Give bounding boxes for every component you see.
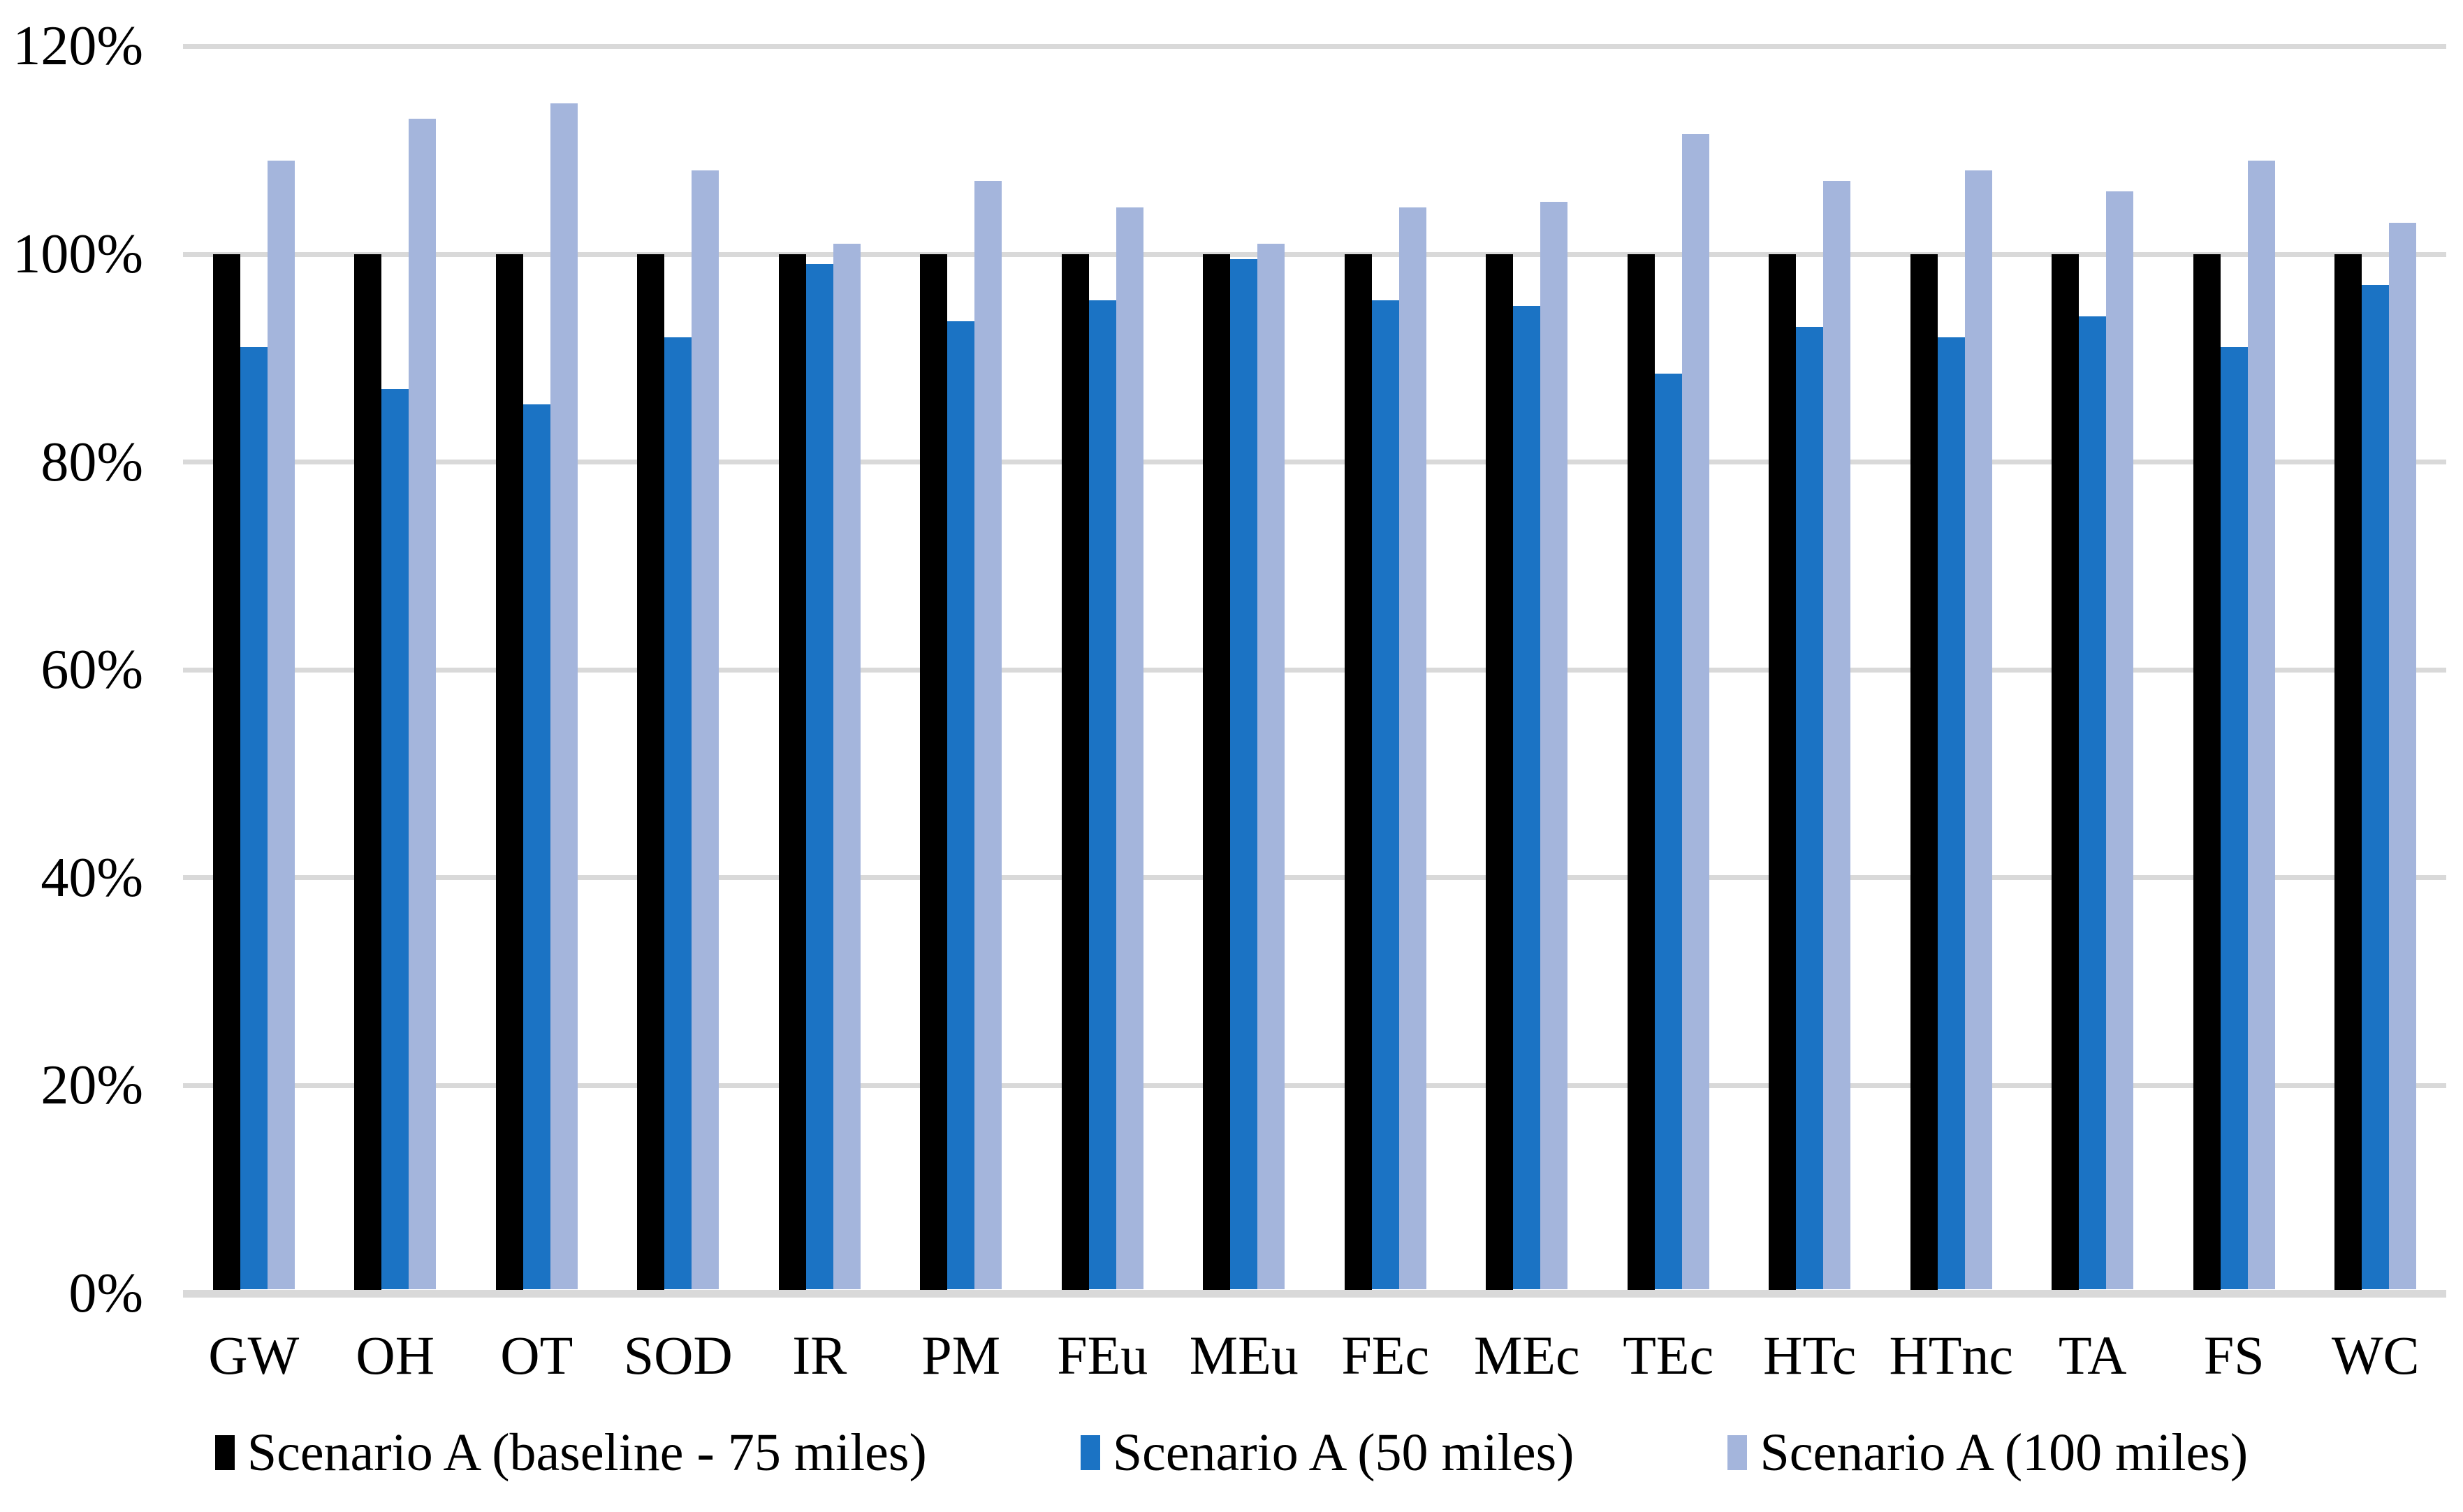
bar-series-2-HTnc [1964, 170, 1992, 1290]
bar-series-2-HTc [1823, 181, 1851, 1290]
x-tick-label-GW: GW [208, 1325, 300, 1386]
legend-marker-icon [214, 1435, 235, 1470]
legend-marker-icon [1727, 1435, 1748, 1470]
x-tick-label-MEc: MEc [1473, 1325, 1580, 1386]
bar-series-0-GW [212, 254, 240, 1290]
bar-series-2-WC [2389, 222, 2417, 1290]
bar-series-1-MEc [1513, 305, 1541, 1290]
bar-series-0-HTc [1769, 254, 1797, 1290]
bar-series-1-FS [2220, 347, 2248, 1290]
bar-series-1-HTc [1796, 326, 1824, 1290]
x-tick-label-FEc: FEc [1341, 1325, 1430, 1386]
bar-series-0-MEu [1203, 254, 1231, 1290]
y-tick-label: 120% [13, 15, 143, 78]
bar-series-2-PM [974, 181, 1002, 1290]
legend-item-0: Scenario A (baseline - 75 miles) [214, 1423, 927, 1482]
bar-series-2-SOD [692, 170, 719, 1290]
bar-series-1-SOD [664, 337, 692, 1290]
x-tick-label-FS: FS [2203, 1325, 2265, 1386]
gridline [183, 667, 2446, 673]
bar-series-1-IR [805, 264, 833, 1290]
bar-series-2-TEc [1681, 134, 1709, 1290]
bar-series-2-FEc [1398, 207, 1426, 1290]
y-tick-label: 0% [68, 1263, 143, 1324]
x-tick-label-OH: OH [356, 1325, 435, 1386]
bar-series-0-OH [354, 254, 382, 1290]
x-tick-label-FEu: FEu [1057, 1325, 1148, 1386]
bar-series-1-GW [240, 347, 268, 1290]
x-tick-label-HTnc: HTnc [1889, 1325, 2014, 1386]
gridline [183, 251, 2446, 257]
x-tick-label-WC: WC [2331, 1325, 2420, 1386]
bar-series-2-FEu [1116, 207, 1143, 1290]
gridline [183, 460, 2446, 465]
bar-series-0-SOD [637, 254, 665, 1290]
x-tick-label-SOD: SOD [623, 1325, 733, 1386]
bar-series-1-HTnc [1937, 337, 1965, 1290]
legend-marker-icon [1080, 1435, 1100, 1470]
bar-series-2-FS [2247, 160, 2275, 1290]
x-tick-label-OT: OT [500, 1325, 573, 1386]
x-axis-line [183, 1289, 2446, 1298]
bar-series-2-MEc [1540, 202, 1568, 1290]
x-tick-label-PM: PM [921, 1325, 1001, 1386]
bar-series-0-FEu [1061, 254, 1089, 1290]
gridline [183, 43, 2446, 49]
bar-series-0-OT [495, 254, 523, 1290]
bar-series-0-HTnc [1910, 254, 1938, 1290]
gridline [183, 875, 2446, 881]
bar-series-0-FS [2193, 254, 2221, 1290]
bar-series-1-WC [2362, 285, 2390, 1290]
bar-series-0-PM [920, 254, 948, 1290]
bar-series-1-TA [2079, 316, 2107, 1290]
bar-series-0-FEc [1344, 254, 1372, 1290]
bar-series-1-FEc [1371, 300, 1399, 1290]
bar-series-0-TEc [1627, 254, 1655, 1290]
x-tick-label-IR: IR [792, 1325, 847, 1386]
bar-series-2-OH [409, 119, 437, 1290]
y-tick-label: 60% [41, 639, 143, 701]
x-tick-label-HTc: HTc [1763, 1325, 1857, 1386]
bar-series-0-IR [778, 254, 806, 1290]
x-tick-label-MEu: MEu [1189, 1325, 1299, 1386]
y-tick-label: 20% [41, 1055, 143, 1117]
bar-series-2-IR [833, 243, 861, 1290]
gridline [183, 1082, 2446, 1088]
x-tick-label-TEc: TEc [1623, 1325, 1714, 1386]
bar-series-2-MEu [1257, 243, 1285, 1290]
bar-series-2-OT [550, 103, 578, 1290]
bar-series-1-MEu [1230, 258, 1258, 1290]
bar-series-2-GW [267, 160, 295, 1290]
legend-label: Scenario A (baseline - 75 miles) [247, 1423, 927, 1482]
bar-series-0-WC [2334, 254, 2362, 1290]
bar-series-0-MEc [1486, 254, 1514, 1290]
bar-series-1-FEu [1088, 300, 1116, 1290]
bar-series-1-PM [947, 321, 975, 1290]
y-tick-label: 40% [41, 846, 143, 909]
y-tick-label: 100% [13, 223, 143, 285]
legend-label: Scenario A (100 miles) [1760, 1423, 2249, 1482]
bar-series-0-TA [2052, 254, 2080, 1290]
legend-item-1: Scenario A (50 miles) [1080, 1423, 1574, 1482]
legend-label: Scenario A (50 miles) [1112, 1423, 1574, 1482]
bar-series-1-OH [381, 388, 409, 1290]
legend-item-2: Scenario A (100 miles) [1727, 1426, 2248, 1479]
bar-series-1-TEc [1654, 373, 1682, 1290]
bar-series-2-TA [2106, 191, 2134, 1290]
y-tick-label: 80% [41, 431, 143, 493]
legend: Scenario A (baseline - 75 miles) Scenario… [0, 1426, 2463, 1479]
bar-series-1-OT [522, 404, 550, 1290]
x-tick-label-TA: TA [2058, 1325, 2127, 1386]
